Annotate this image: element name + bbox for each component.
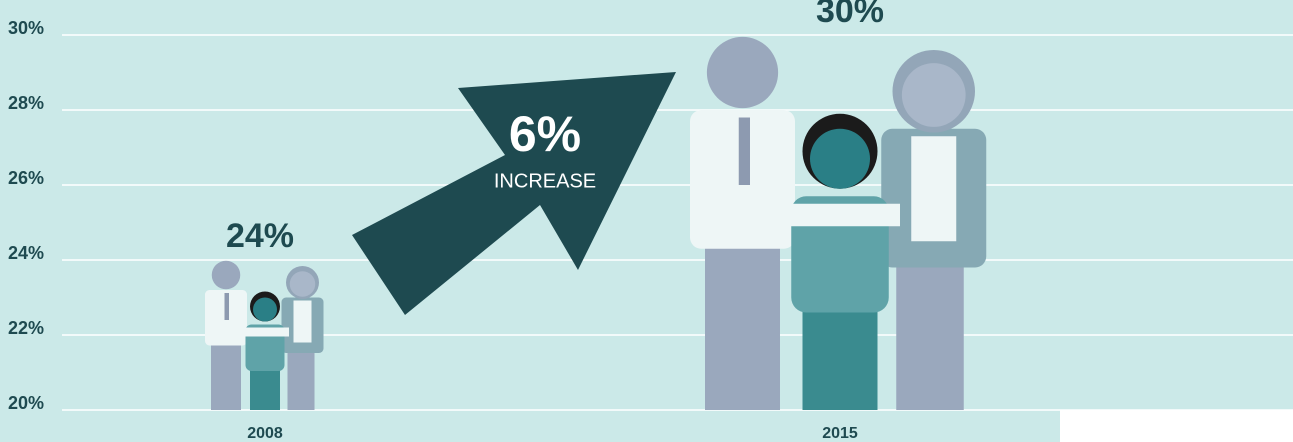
child-head <box>810 128 870 189</box>
family-figure <box>690 36 987 410</box>
y-tick-label: 22% <box>8 318 44 338</box>
y-tick-label: 26% <box>8 168 44 188</box>
child-legs <box>802 305 878 410</box>
y-tick-label: 28% <box>8 93 44 113</box>
mother-head <box>901 63 966 127</box>
value-label: 30% <box>816 0 884 30</box>
increase-arrow <box>352 72 676 315</box>
mother-legs <box>896 260 964 410</box>
father-tie <box>224 293 229 320</box>
child-legs <box>250 368 280 410</box>
increase-value: 6% <box>509 106 581 162</box>
father-legs <box>211 342 241 410</box>
y-tick-label: 30% <box>8 18 44 38</box>
value-label: 24% <box>226 217 294 255</box>
corner-panel <box>1060 410 1293 442</box>
mother-blouse <box>293 300 312 343</box>
y-tick-label: 24% <box>8 243 44 263</box>
father-tie <box>738 117 750 185</box>
increase-label: INCREASE <box>494 170 596 192</box>
mother-blouse <box>911 136 957 242</box>
father-head <box>211 260 241 290</box>
family-figure <box>205 260 324 410</box>
mother-legs <box>287 350 315 410</box>
father-legs <box>705 241 780 410</box>
y-tick-label: 20% <box>8 393 44 413</box>
child-head <box>253 297 277 322</box>
child-stripes <box>241 327 289 337</box>
child-stripes <box>780 203 900 227</box>
father-head <box>706 36 779 109</box>
mother-head <box>289 271 316 297</box>
x-tick-label: 2008 <box>247 425 283 442</box>
x-tick-label: 2015 <box>822 425 858 442</box>
